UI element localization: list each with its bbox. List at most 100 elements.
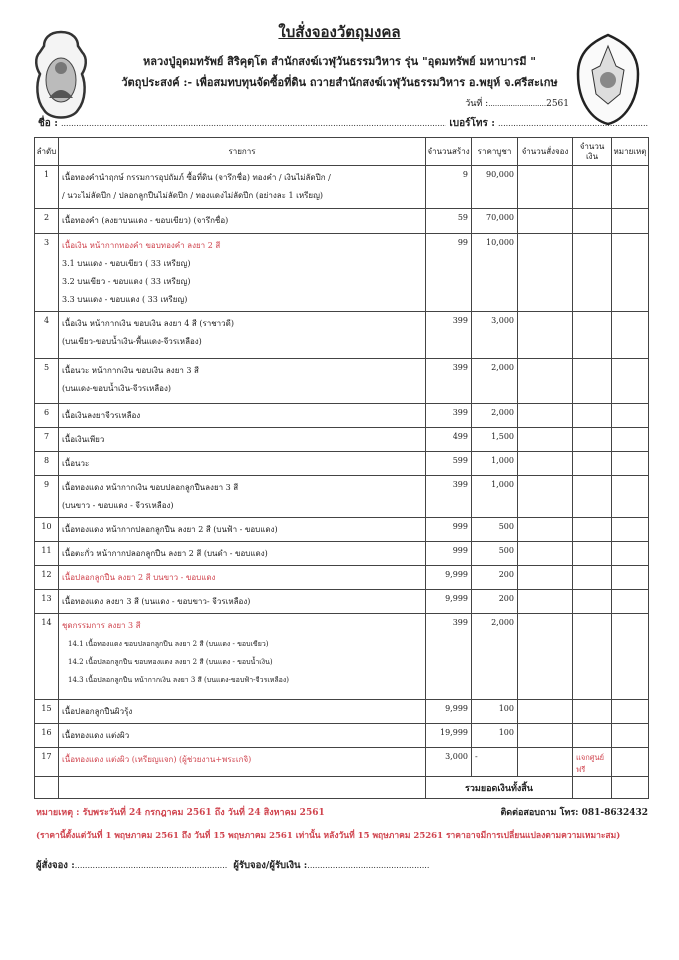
order-quantity-cell[interactable] [517, 517, 573, 542]
price: 200 [471, 565, 518, 590]
amount-cell[interactable] [572, 699, 612, 724]
amount-cell[interactable] [572, 613, 612, 700]
order-quantity-cell[interactable] [517, 165, 573, 209]
amount-cell[interactable] [572, 233, 612, 312]
table-row: 4 เนื้อเงิน หน้ากากเงิน ขอบเงิน ลงยา 4 สี… [34, 311, 649, 359]
remark-cell[interactable] [611, 747, 649, 777]
amount-cell[interactable] [572, 358, 612, 404]
table-row: 2 เนื้อทองคำ (ลงยาบนแดง - ขอบเขียว) (จารึ… [34, 208, 649, 234]
quantity-created: 399 [425, 403, 472, 428]
item-line: เนื้อทองแดง แต่งผิว (เหรียญแจก) (ผู้ช่วย… [62, 755, 252, 764]
remark-cell[interactable] [611, 589, 649, 614]
amount-cell[interactable] [572, 451, 612, 476]
item-description: เนื้อทองคำ (ลงยาบนแดง - ขอบเขียว) (จารึก… [58, 208, 426, 234]
order-quantity-cell[interactable] [517, 723, 573, 748]
item-description: เนื้อนวะ หน้ากากเงิน ขอบเงิน ลงยา 3 สี (บ… [58, 358, 426, 404]
phone-field[interactable]: ........................................… [498, 119, 648, 128]
total-row: รวมยอดเงินทั้งสิ้น [34, 776, 649, 799]
amount-cell[interactable] [572, 541, 612, 566]
price: 200 [471, 589, 518, 614]
item-line: 3.3 บนแดง - ขอบแดง ( 33 เหรียญ) [62, 295, 188, 304]
remark-cell[interactable] [611, 208, 649, 234]
amount-cell[interactable]: แจกศูนย์ฟรี [572, 747, 612, 777]
item-line: เนื้อทองคำ (ลงยาบนแดง - ขอบเขียว) (จารึก… [62, 216, 229, 225]
amount-cell[interactable] [572, 475, 612, 518]
date-field[interactable]: วันที่ :..........................2561 [465, 99, 569, 109]
order-quantity-cell[interactable] [517, 403, 573, 428]
table-row: 1 เนื้อทองคำนำฤกษ์ กรรมการอุปถัมภ์ ซื้อที… [34, 165, 649, 209]
amount-cell[interactable] [572, 517, 612, 542]
amount-cell[interactable] [572, 208, 612, 234]
remark-cell[interactable] [611, 233, 649, 312]
orderer-field[interactable]: ........................................… [74, 861, 228, 870]
remark-cell[interactable] [611, 403, 649, 428]
order-quantity-cell[interactable] [517, 699, 573, 724]
order-quantity-cell[interactable] [517, 427, 573, 452]
item-line: เนื้อเงินลงยาจีวรเหลือง [62, 411, 141, 420]
remark-cell[interactable] [611, 311, 649, 359]
price: - [471, 747, 518, 777]
remark-cell[interactable] [611, 451, 649, 476]
remark-cell[interactable] [611, 613, 649, 700]
order-quantity-cell[interactable] [517, 475, 573, 518]
remark-cell[interactable] [611, 427, 649, 452]
order-quantity-cell[interactable] [517, 451, 573, 476]
order-quantity-cell[interactable] [517, 311, 573, 359]
row-number: 11 [34, 541, 59, 566]
item-line: (บนเขียว-ขอบน้ำเงิน-พื้นแดง-จีวรเหลือง) [62, 337, 202, 346]
amount-cell[interactable] [572, 565, 612, 590]
column-header: จำนวนสร้าง [425, 137, 472, 166]
order-quantity-cell[interactable] [517, 747, 573, 777]
remark-cell[interactable] [611, 565, 649, 590]
order-quantity-cell[interactable] [517, 208, 573, 234]
price: 2,000 [471, 403, 518, 428]
amount-cell[interactable] [572, 311, 612, 359]
table-row: 16 เนื้อทองแดง แต่งผิว 19,999 100 [34, 723, 649, 748]
order-quantity-cell[interactable] [517, 589, 573, 614]
item-description: เนื้อปลอกลูกปืน ลงยา 2 สี บนขาว - ขอบแดง [58, 565, 426, 590]
amount-cell[interactable] [572, 427, 612, 452]
remark-cell[interactable] [611, 517, 649, 542]
date-label: วันที่ : [465, 99, 489, 109]
remark-cell[interactable] [611, 475, 649, 518]
item-line: เนื้อเงิน หน้ากากทองคำ ขอบทองคำ ลงยา 2 ส… [62, 241, 221, 250]
order-quantity-cell[interactable] [517, 613, 573, 700]
item-line: เนื้อทองแดง หน้ากากปลอกลูกปืน ลงยา 2 สี … [62, 525, 278, 534]
item-description: ชุดกรรมการ ลงยา 3 สี 14.1 เนื้อทองแดง ขอบ… [58, 613, 426, 700]
quantity-created: 9 [425, 165, 472, 209]
remark-cell[interactable] [611, 723, 649, 748]
order-quantity-cell[interactable] [517, 358, 573, 404]
item-line: (บนขาว - ขอบแดง - จีวรเหลือง) [62, 501, 174, 510]
monk-medallion-logo [35, 30, 87, 119]
table-row: 6 เนื้อเงินลงยาจีวรเหลือง 399 2,000 [34, 403, 649, 428]
receiver-field[interactable]: ........................................… [307, 861, 430, 870]
order-quantity-cell[interactable] [517, 565, 573, 590]
column-header: รายการ [58, 137, 426, 166]
row-number: 6 [34, 403, 59, 428]
page-title: ใบสั่งจองวัตถุมงคล [278, 23, 401, 41]
quantity-created: 399 [425, 311, 472, 359]
amount-cell[interactable] [572, 589, 612, 614]
amount-cell[interactable] [572, 723, 612, 748]
order-quantity-cell[interactable] [517, 541, 573, 566]
contact-phone: ติดต่อสอบถาม โทร: 081-8632432 [500, 808, 648, 818]
remark-cell[interactable] [611, 541, 649, 566]
quantity-created: 9,999 [425, 699, 472, 724]
order-quantity-cell[interactable] [517, 233, 573, 312]
remark-cell[interactable] [611, 165, 649, 209]
total-amount-cell[interactable] [572, 776, 612, 799]
quantity-created: 99 [425, 233, 472, 312]
item-line: / นวะไม่ลัดปีก / ปลอกลูกปืนไม่ลัดปีก / ท… [62, 191, 324, 200]
amount-cell[interactable] [572, 165, 612, 209]
row-number: 9 [34, 475, 59, 518]
amount-cell[interactable] [572, 403, 612, 428]
quantity-created: 3,000 [425, 747, 472, 777]
item-line: เนื้อนวะ หน้ากากเงิน ขอบเงิน ลงยา 3 สี [62, 366, 199, 375]
remark-cell[interactable] [611, 699, 649, 724]
table-row: 12 เนื้อปลอกลูกปืน ลงยา 2 สี บนขาว - ขอบแ… [34, 565, 649, 590]
price: 1,000 [471, 451, 518, 476]
remark-cell[interactable] [611, 358, 649, 404]
name-field[interactable]: ........................................… [60, 119, 447, 128]
item-description: เนื้อทองแดง หน้ากากเงิน ขอบปลอกลูกปืนลงย… [58, 475, 426, 518]
name-phone-row: ชื่อ :..................................… [35, 116, 648, 131]
